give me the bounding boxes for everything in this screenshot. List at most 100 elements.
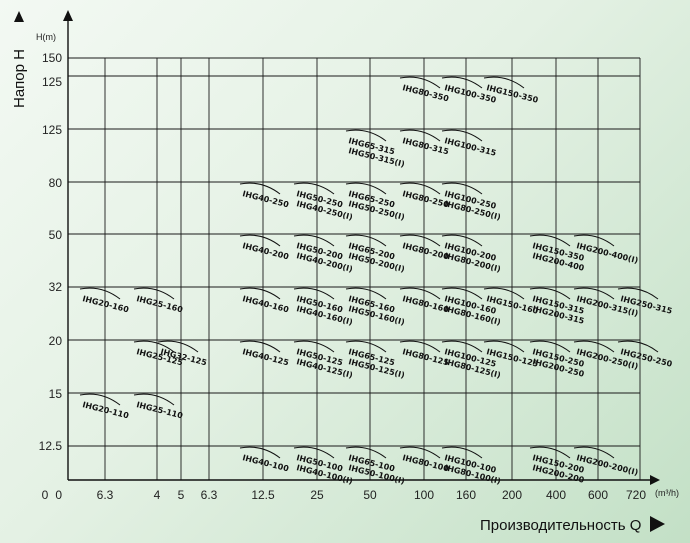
performance-curve [441,182,483,195]
y-unit-label: H(m) [36,32,56,42]
performance-curve [399,182,441,195]
performance-curve [345,340,387,353]
model-label: IHG80-100 [402,453,451,473]
performance-curve [573,234,615,247]
y-tick-label: 150 [42,51,62,65]
performance-curve [617,340,659,353]
x-unit-label: (m³/h) [655,488,679,498]
model-label: IHG32-125 [160,347,209,367]
performance-curve [133,287,175,300]
x-tick-label: 4 [154,488,161,502]
x-axis-arrow-icon [650,475,660,485]
model-label: IHG40-100 [242,453,291,473]
performance-curve [345,287,387,300]
model-label: IHG40-200 [242,241,291,261]
performance-curve [483,76,525,89]
performance-curve [483,340,525,353]
y-tick-label: 15 [49,387,63,401]
y-axis-arrow-icon [63,10,73,21]
x-tick-label: 6.3 [97,488,114,502]
model-label: IHG80-200 [402,241,451,261]
performance-curve [399,340,441,353]
y-tick-label: 0 [55,488,62,502]
y-tick-label: 80 [49,176,63,190]
model-label: IHG40-160 [242,294,291,314]
x-tick-labels: 0 6.3 4 5 6.3 12.5 25 50 100 160 200 400 600 720 [42,488,647,502]
model-label: IHG100-315 [444,136,498,158]
x-tick-label: 6.3 [201,488,218,502]
x-tick-label: 0 [42,488,49,502]
grid [68,57,641,480]
x-tick-label: 200 [502,488,522,502]
performance-curve [133,393,175,406]
performance-curve [617,287,659,300]
y-tick-label: 50 [49,228,63,242]
y-axis-title: Напор H [11,49,28,108]
model-label: IHG25-110 [136,400,185,420]
y-tick-label: 32 [49,280,63,294]
performance-curve [293,446,335,459]
performance-curve [399,287,441,300]
y-tick-label: 125 [42,75,62,89]
performance-curve [529,234,571,247]
performance-curve [441,340,483,353]
model-label: IHG80-125 [402,347,451,367]
performance-curve [529,446,571,459]
performance-curve [441,129,483,142]
y-tick-labels: 150 125 125 80 50 32 20 15 12.5 0 [39,51,63,502]
x-tick-label: 600 [588,488,608,502]
performance-curve [483,287,525,300]
performance-curve [79,287,121,300]
performance-curve [345,182,387,195]
performance-curve [441,76,483,89]
x-tick-label: 12.5 [251,488,275,502]
performance-curve [573,287,615,300]
performance-curve [529,340,571,353]
x-title-arrow-icon [650,516,665,532]
performance-curve [239,182,281,195]
performance-curve [399,234,441,247]
performance-curve [399,129,441,142]
axes [63,10,660,485]
performance-curve [133,340,175,353]
x-tick-label: 720 [626,488,646,502]
performance-curve [529,287,571,300]
performance-curve [79,393,121,406]
y-title-arrow-icon [14,11,24,22]
model-label: IHG20-160 [82,294,131,314]
performance-curve [157,340,199,353]
performance-curve [441,287,483,300]
x-tick-label: 25 [310,488,324,502]
y-tick-label: 12.5 [39,439,63,453]
performance-curve [293,340,335,353]
x-tick-label: 5 [178,488,185,502]
y-tick-label: 20 [49,334,63,348]
performance-curve [239,340,281,353]
model-label: IHG80-315 [402,136,451,156]
y-tick-label: 125 [42,123,62,137]
performance-curve [345,234,387,247]
pump-models: IHG80-350IHG100-350IHG150-350IHG65-315IH… [79,76,673,486]
performance-curve [399,446,441,459]
performance-curve [293,287,335,300]
performance-curve [573,446,615,459]
x-axis-title: Производительность Q [480,517,641,534]
performance-curve [345,129,387,142]
y-axis-title-group: Напор H [11,11,28,108]
performance-curve [441,446,483,459]
model-label: IHG80-160 [402,294,451,314]
model-label: IHG40-250 [242,189,291,209]
performance-curve [399,76,441,89]
performance-curve [573,340,615,353]
x-tick-label: 400 [546,488,566,502]
performance-curve [239,446,281,459]
model-label: IHG40-125 [242,347,291,367]
model-label: IHG20-110 [82,400,131,420]
performance-curve [293,234,335,247]
x-tick-label: 50 [363,488,377,502]
performance-curve [239,287,281,300]
model-label: IHG80-250 [402,189,451,209]
performance-curve [441,234,483,247]
performance-curve [239,234,281,247]
